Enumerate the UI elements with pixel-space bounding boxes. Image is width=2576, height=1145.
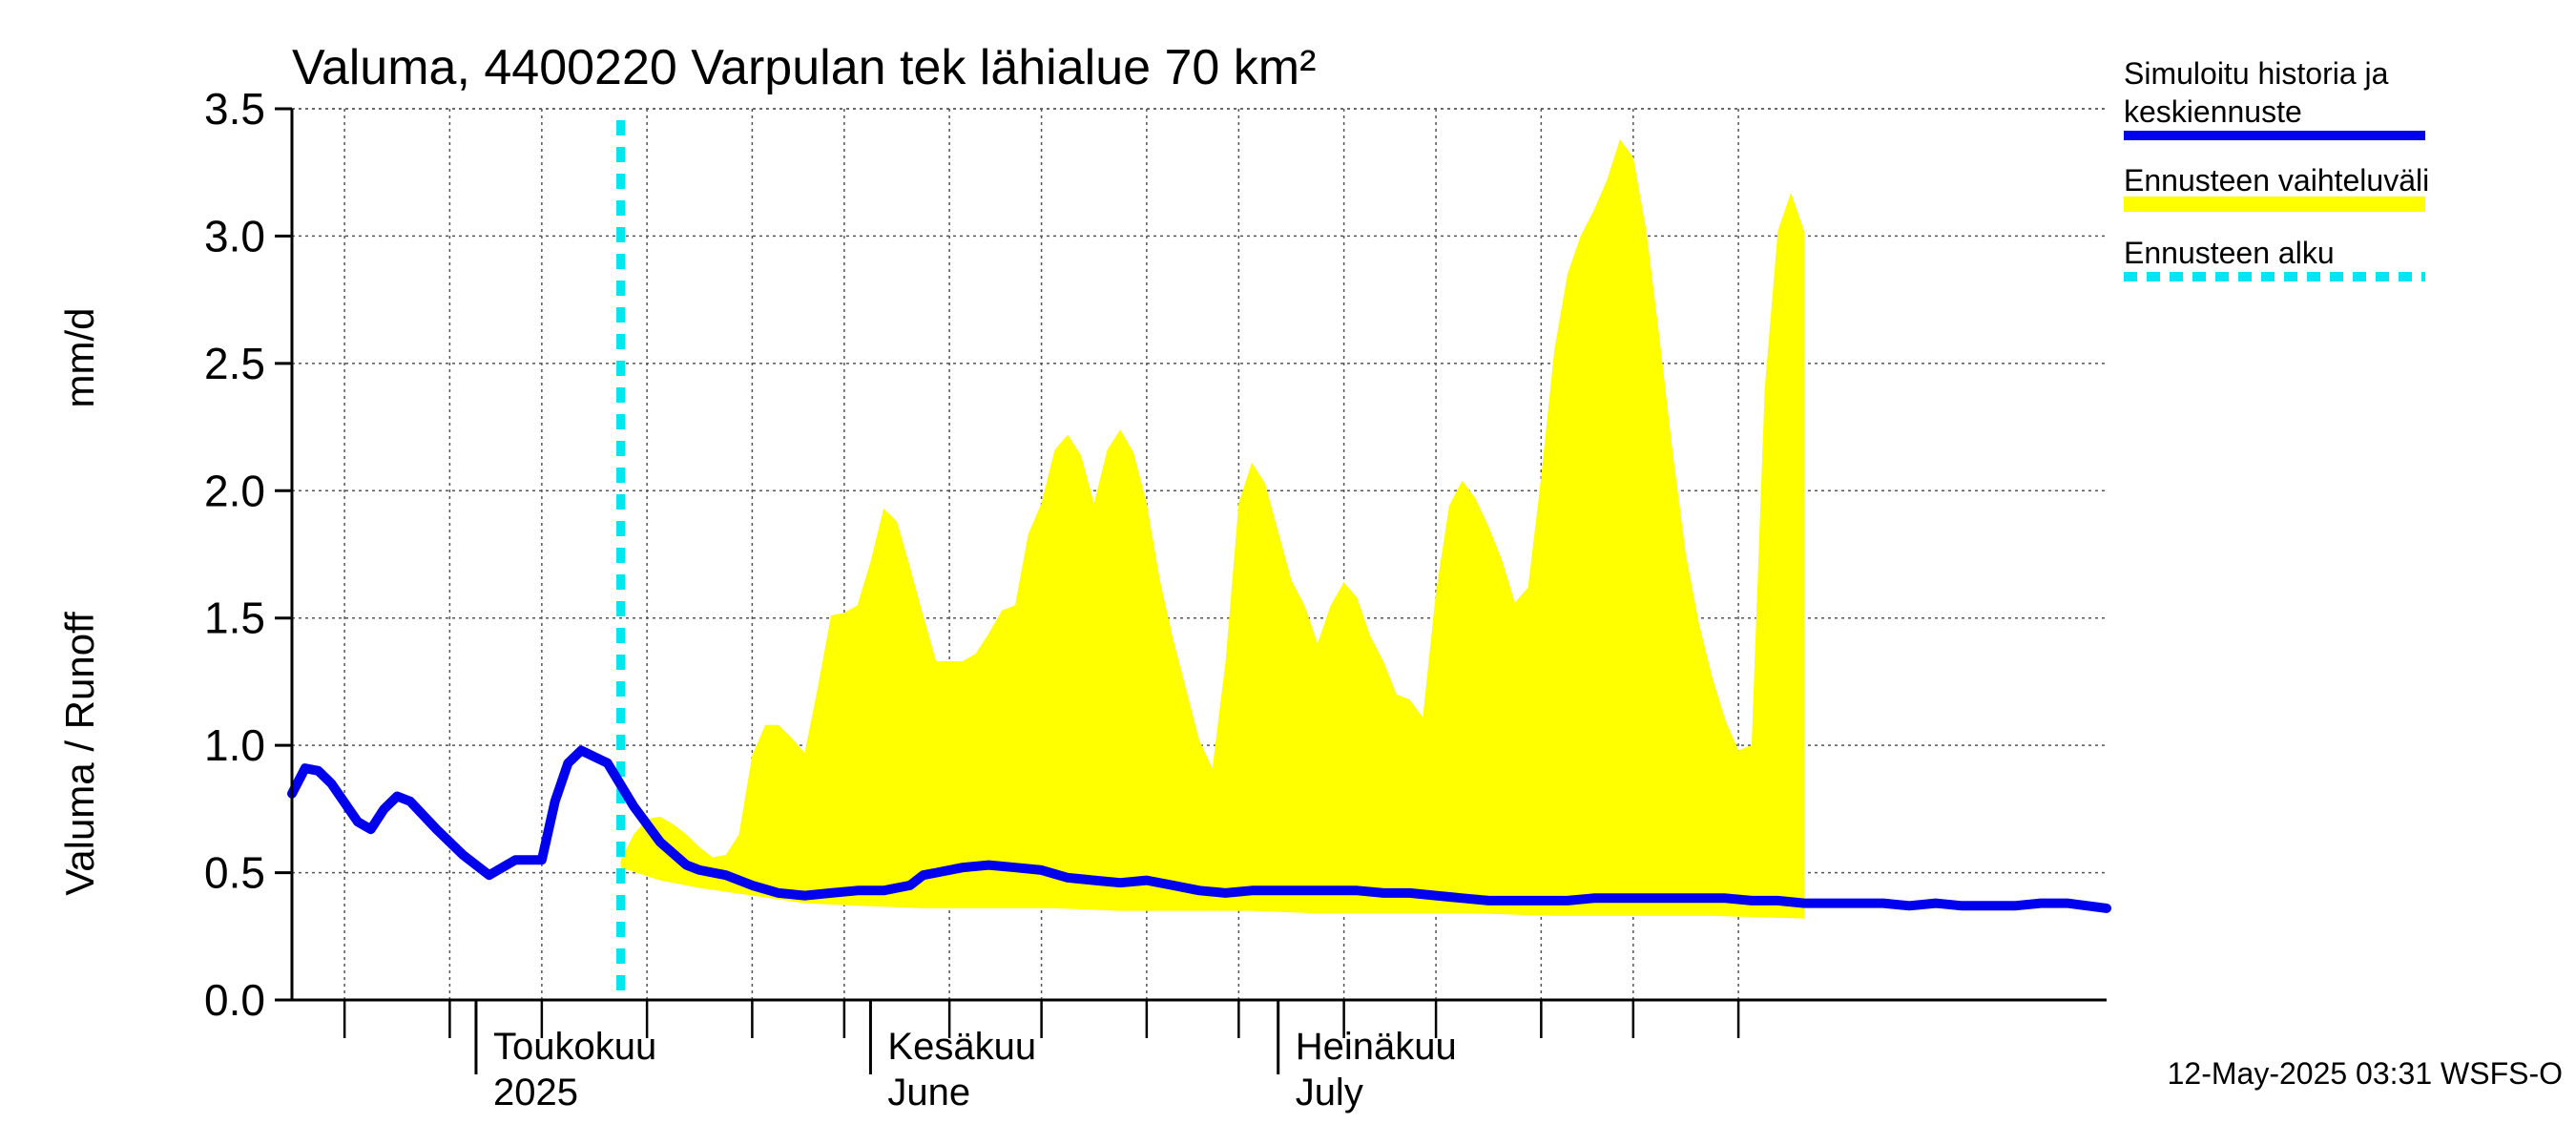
- legend-label: Simuloitu historia ja: [2124, 56, 2389, 91]
- y-axis-unit: mm/d: [57, 308, 102, 408]
- y-tick-label: 3.5: [204, 84, 265, 134]
- axes: [275, 107, 2107, 1074]
- chart-title: Valuma, 4400220 Varpulan tek lähialue 70…: [292, 40, 1316, 95]
- y-tick-label: 1.0: [204, 720, 265, 770]
- month-label: Heinäkuu: [1296, 1026, 1457, 1068]
- timestamp-footer: 12-May-2025 03:31 WSFS-O: [2168, 1056, 2563, 1091]
- y-tick-labels: 0.0 0.5 1.0 1.5 2.0 2.5 3.0 3.5: [204, 84, 265, 1025]
- y-tick-label: 0.0: [204, 975, 265, 1025]
- y-tick-label: 3.0: [204, 211, 265, 260]
- y-tick-label: 0.5: [204, 848, 265, 898]
- month-label: Toukokuu: [493, 1026, 656, 1068]
- legend-label: keskiennuste: [2124, 94, 2302, 129]
- month-sublabel: July: [1296, 1072, 1363, 1114]
- forecast-range-band: [616, 120, 1804, 1000]
- y-tick-label: 2.5: [204, 339, 265, 388]
- y-tick-label: 2.0: [204, 466, 265, 515]
- y-axis-label: Valuma / Runoff: [57, 612, 102, 896]
- legend-label: Ennusteen alku: [2124, 236, 2335, 270]
- forecast-range-area: [620, 139, 1804, 919]
- simulated-runoff-line: [287, 745, 2111, 913]
- month-label: Kesäkuu: [887, 1026, 1036, 1068]
- simulated-series: [287, 745, 2111, 913]
- month-sublabel: June: [887, 1072, 970, 1114]
- legend-label: Ennusteen vaihteluväli: [2124, 163, 2429, 198]
- y-tick-label: 1.5: [204, 593, 265, 643]
- month-sublabel: 2025: [493, 1072, 578, 1114]
